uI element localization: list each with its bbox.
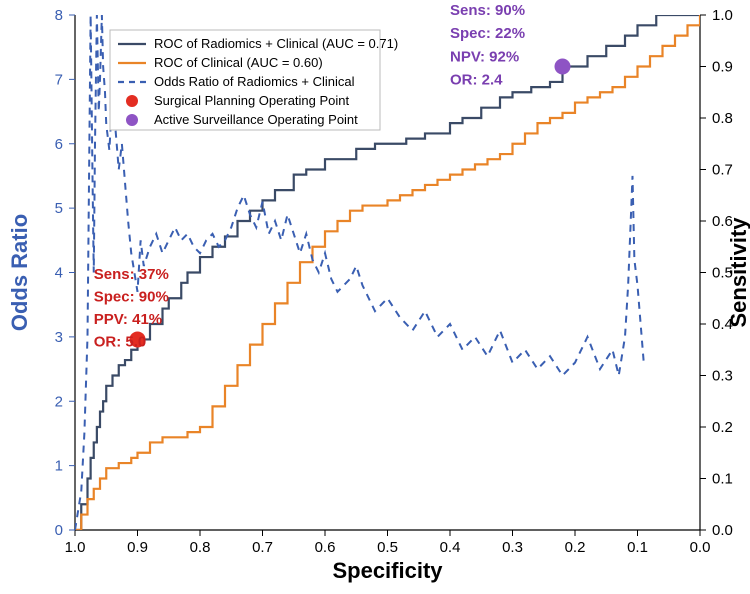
y-left-tick-label: 4 bbox=[55, 265, 63, 282]
chart-container: 1.0 0.9 0.8 0.7 0.6 0.5 0.4 0.3 0.2 0.1 0.0 Specifi… bbox=[0, 0, 750, 594]
surgical-annotation-line: PPV: 41% bbox=[94, 311, 162, 328]
y-right-tick-label: 0.9 bbox=[712, 59, 733, 76]
surgical-annotation-line: Sens: 37% bbox=[94, 266, 169, 283]
x-tick-label: 0.9 bbox=[127, 539, 148, 556]
x-tick-label: 0.3 bbox=[502, 539, 523, 556]
x-tick-label: 1.0 bbox=[65, 539, 86, 556]
x-tick-label: 0.7 bbox=[252, 539, 273, 556]
x-axis-label: Specificity bbox=[332, 558, 443, 583]
y-right-tick-label: 0.0 bbox=[712, 522, 733, 539]
surveillance-annotation-line: NPV: 92% bbox=[450, 48, 519, 65]
legend-label: ROC of Radiomics + Clinical (AUC = 0.71) bbox=[154, 36, 398, 51]
y-right-tick-label: 0.1 bbox=[712, 471, 733, 488]
x-tick-label: 0.0 bbox=[690, 539, 711, 556]
y-right-axis-label: Sensitivity bbox=[726, 217, 750, 328]
legend-label: ROC of Clinical (AUC = 0.60) bbox=[154, 55, 323, 70]
y-left-tick-label: 6 bbox=[55, 136, 63, 153]
y-left-tick-label: 2 bbox=[55, 393, 63, 410]
y-left-tick-label: 7 bbox=[55, 71, 63, 88]
y-right-tick-label: 0.7 bbox=[712, 162, 733, 179]
y-right-tick-label: 0.3 bbox=[712, 368, 733, 385]
y-left-axis-label: Odds Ratio bbox=[7, 214, 32, 331]
surveillance-annotation-line: Spec: 22% bbox=[450, 25, 525, 42]
y-left-tick-label: 0 bbox=[55, 522, 63, 539]
y-right-tick-label: 0.8 bbox=[712, 110, 733, 127]
surveillance-operating-point bbox=[555, 59, 571, 75]
x-tick-label: 0.8 bbox=[190, 539, 211, 556]
y-left-tick-label: 3 bbox=[55, 329, 63, 346]
chart-svg: 1.0 0.9 0.8 0.7 0.6 0.5 0.4 0.3 0.2 0.1 0.0 Specifi… bbox=[0, 0, 750, 594]
surgical-annotation-line: OR: 5.0 bbox=[94, 334, 147, 351]
surveillance-annotation-line: OR: 2.4 bbox=[450, 72, 503, 89]
legend-swatch-dot bbox=[126, 95, 138, 107]
x-tick-label: 0.2 bbox=[565, 539, 586, 556]
y-left-tick-label: 1 bbox=[55, 458, 63, 475]
x-tick-label: 0.1 bbox=[627, 539, 648, 556]
legend-label: Surgical Planning Operating Point bbox=[154, 93, 350, 108]
y-left-tick-label: 8 bbox=[55, 7, 63, 24]
legend-swatch-dot bbox=[126, 114, 138, 126]
x-tick-label: 0.4 bbox=[440, 539, 461, 556]
x-tick-label: 0.5 bbox=[377, 539, 398, 556]
x-tick-label: 0.6 bbox=[315, 539, 336, 556]
y-right-tick-label: 0.2 bbox=[712, 419, 733, 436]
surveillance-annotation-line: Sens: 90% bbox=[450, 2, 525, 19]
y-left-tick-label: 5 bbox=[55, 200, 63, 217]
surgical-annotation-line: Spec: 90% bbox=[94, 288, 169, 305]
y-right-tick-label: 1.0 bbox=[712, 7, 733, 24]
legend-label: Odds Ratio of Radiomics + Clinical bbox=[154, 74, 355, 89]
legend-label: Active Surveillance Operating Point bbox=[154, 112, 358, 127]
